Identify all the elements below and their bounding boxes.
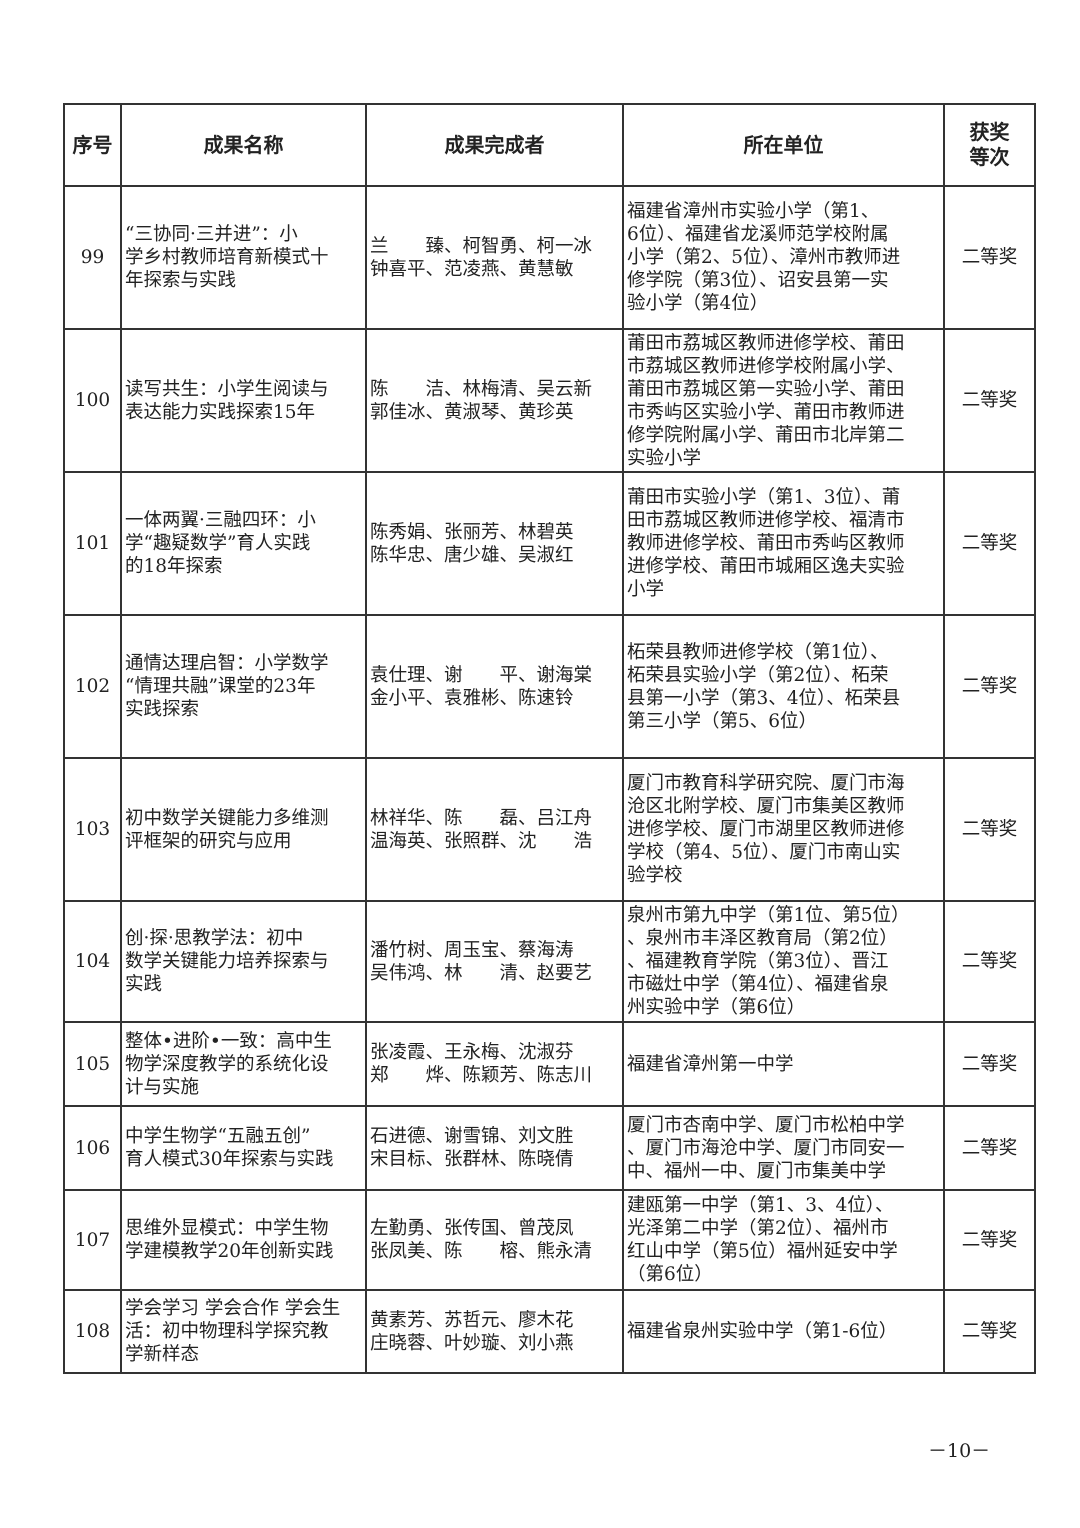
award-level: 二等奖 — [943, 471, 1036, 616]
authors: 左勤勇、张传国、曾茂凤 张凤美、陈 榕、熊永清 — [365, 1189, 624, 1291]
unit: 建瓯第一中学（第1、3、4位）、 光泽第二中学（第2位）、福州市 红山中学（第5… — [622, 1189, 945, 1291]
achievement-title: 创·探·思教学法：初中 数学关键能力培养探索与 实践 — [120, 900, 367, 1023]
table-row: 103 初中数学关键能力多维测 评框架的研究与应用 林祥华、陈 磊、吕江舟 温海英、… — [63, 757, 1036, 902]
unit: 福建省泉州实验中学（第1-6位） — [622, 1289, 945, 1374]
achievement-title: 初中数学关键能力多维测 评框架的研究与应用 — [120, 757, 367, 902]
unit: 厦门市杏南中学、厦门市松柏中学 、厦门市海沧中学、厦门市同安一 中、福州一中、厦… — [622, 1105, 945, 1191]
authors: 兰 臻、柯智勇、柯一冰 钟喜平、范凌燕、黄慧敏 — [365, 185, 624, 330]
unit: 福建省漳州第一中学 — [622, 1021, 945, 1107]
row-number: 107 — [63, 1189, 122, 1291]
authors: 张凌霞、王永梅、沈淑芬 郑 烨、陈颖芳、陈志川 — [365, 1021, 624, 1107]
awards-table: 序号 成果名称 成果完成者 所在单位 获奖 等次 99 “三协同·三并进”：小 学… — [63, 103, 1036, 1374]
row-number: 99 — [63, 185, 122, 330]
award-level: 二等奖 — [943, 614, 1036, 759]
authors: 陈 洁、林梅清、吴云新 郭佳冰、黄淑琴、黄珍英 — [365, 328, 624, 473]
authors: 陈秀娟、张丽芳、林碧英 陈华忠、唐少雄、吴淑红 — [365, 471, 624, 616]
authors: 袁仕理、谢 平、谢海棠 金小平、袁雅彬、陈速铃 — [365, 614, 624, 759]
authors: 石进德、谢雪锦、刘文胜 宋目标、张群林、陈晓倩 — [365, 1105, 624, 1191]
table-row: 104 创·探·思教学法：初中 数学关键能力培养探索与 实践 潘竹树、周玉宝、蔡海涛… — [63, 900, 1036, 1023]
unit: 柘荣县教师进修学校（第1位）、 柘荣县实验小学（第2位）、柘荣 县第一小学（第3… — [622, 614, 945, 759]
unit: 泉州市第九中学（第1位、第5位） 、泉州市丰泽区教育局（第2位） 、福建教育学院… — [622, 900, 945, 1023]
table-header-row: 序号 成果名称 成果完成者 所在单位 获奖 等次 — [63, 103, 1036, 187]
header-award: 获奖 等次 — [943, 103, 1036, 187]
achievement-title: 读写共生：小学生阅读与 表达能力实践探索15年 — [120, 328, 367, 473]
achievement-title: 一体两翼·三融四环：小 学“趣疑数学”育人实践 的18年探索 — [120, 471, 367, 616]
header-title: 成果名称 — [120, 103, 367, 187]
award-level: 二等奖 — [943, 328, 1036, 473]
table-row: 105 整体•进阶•一致：高中生 物学深度教学的系统化设 计与实施 张凌霞、王永梅、… — [63, 1021, 1036, 1107]
row-number: 106 — [63, 1105, 122, 1191]
header-no: 序号 — [63, 103, 122, 187]
header-unit: 所在单位 — [622, 103, 945, 187]
table-row: 99 “三协同·三并进”：小 学乡村教师培育新模式十 年探索与实践兰 臻、柯智勇、… — [63, 185, 1036, 330]
row-number: 101 — [63, 471, 122, 616]
table-row: 102 通情达理启智：小学数学 “情理共融”课堂的23年 实践探索 袁仕理、谢 平、… — [63, 614, 1036, 759]
award-level: 二等奖 — [943, 185, 1036, 330]
row-number: 102 — [63, 614, 122, 759]
page-number: －10－ — [928, 1440, 991, 1462]
achievement-title: “三协同·三并进”：小 学乡村教师培育新模式十 年探索与实践 — [120, 185, 367, 330]
award-level: 二等奖 — [943, 1289, 1036, 1374]
table-row: 106 中学生物学“五融五创” 育人模式30年探索与实践 石进德、谢雪锦、刘文胜 宋… — [63, 1105, 1036, 1191]
unit: 福建省漳州市实验小学（第1、 6位）、福建省龙溪师范学校附属 小学（第2、5位）… — [622, 185, 945, 330]
row-number: 105 — [63, 1021, 122, 1107]
achievement-title: 通情达理启智：小学数学 “情理共融”课堂的23年 实践探索 — [120, 614, 367, 759]
achievement-title: 中学生物学“五融五创” 育人模式30年探索与实践 — [120, 1105, 367, 1191]
award-level: 二等奖 — [943, 1189, 1036, 1291]
award-level: 二等奖 — [943, 757, 1036, 902]
unit: 厦门市教育科学研究院、厦门市海 沧区北附学校、厦门市集美区教师 进修学校、厦门市… — [622, 757, 945, 902]
table-row: 100 读写共生：小学生阅读与 表达能力实践探索15年陈 洁、林梅清、吴云新 郭佳… — [63, 328, 1036, 473]
table-row: 107 思维外显模式：中学生物 学建模教学20年创新实践 左勤勇、张传国、曾茂凤 张… — [63, 1189, 1036, 1291]
table-row: 108 学会学习 学会合作 学会生 活：初中物理科学探究教 学新样态 黄素芳、苏哲元… — [63, 1289, 1036, 1374]
header-authors: 成果完成者 — [365, 103, 624, 187]
authors: 林祥华、陈 磊、吕江舟 温海英、张照群、沈 浩 — [365, 757, 624, 902]
authors: 潘竹树、周玉宝、蔡海涛 吴伟鸿、林 清、赵要艺 — [365, 900, 624, 1023]
achievement-title: 学会学习 学会合作 学会生 活：初中物理科学探究教 学新样态 — [120, 1289, 367, 1374]
award-level: 二等奖 — [943, 1105, 1036, 1191]
table-row: 101 一体两翼·三融四环：小 学“趣疑数学”育人实践 的18年探索 陈秀娟、张丽芳… — [63, 471, 1036, 616]
row-number: 104 — [63, 900, 122, 1023]
unit: 莆田市荔城区教师进修学校、莆田 市荔城区教师进修学校附属小学、 莆田市荔城区第一… — [622, 328, 945, 473]
achievement-title: 整体•进阶•一致：高中生 物学深度教学的系统化设 计与实施 — [120, 1021, 367, 1107]
row-number: 100 — [63, 328, 122, 473]
achievement-title: 思维外显模式：中学生物 学建模教学20年创新实践 — [120, 1189, 367, 1291]
award-level: 二等奖 — [943, 1021, 1036, 1107]
award-level: 二等奖 — [943, 900, 1036, 1023]
unit: 莆田市实验小学（第1、3位）、莆 田市荔城区教师进修学校、福清市 教师进修学校、… — [622, 471, 945, 616]
row-number: 108 — [63, 1289, 122, 1374]
authors: 黄素芳、苏哲元、廖木花 庄晓蓉、叶妙璇、刘小燕 — [365, 1289, 624, 1374]
row-number: 103 — [63, 757, 122, 902]
